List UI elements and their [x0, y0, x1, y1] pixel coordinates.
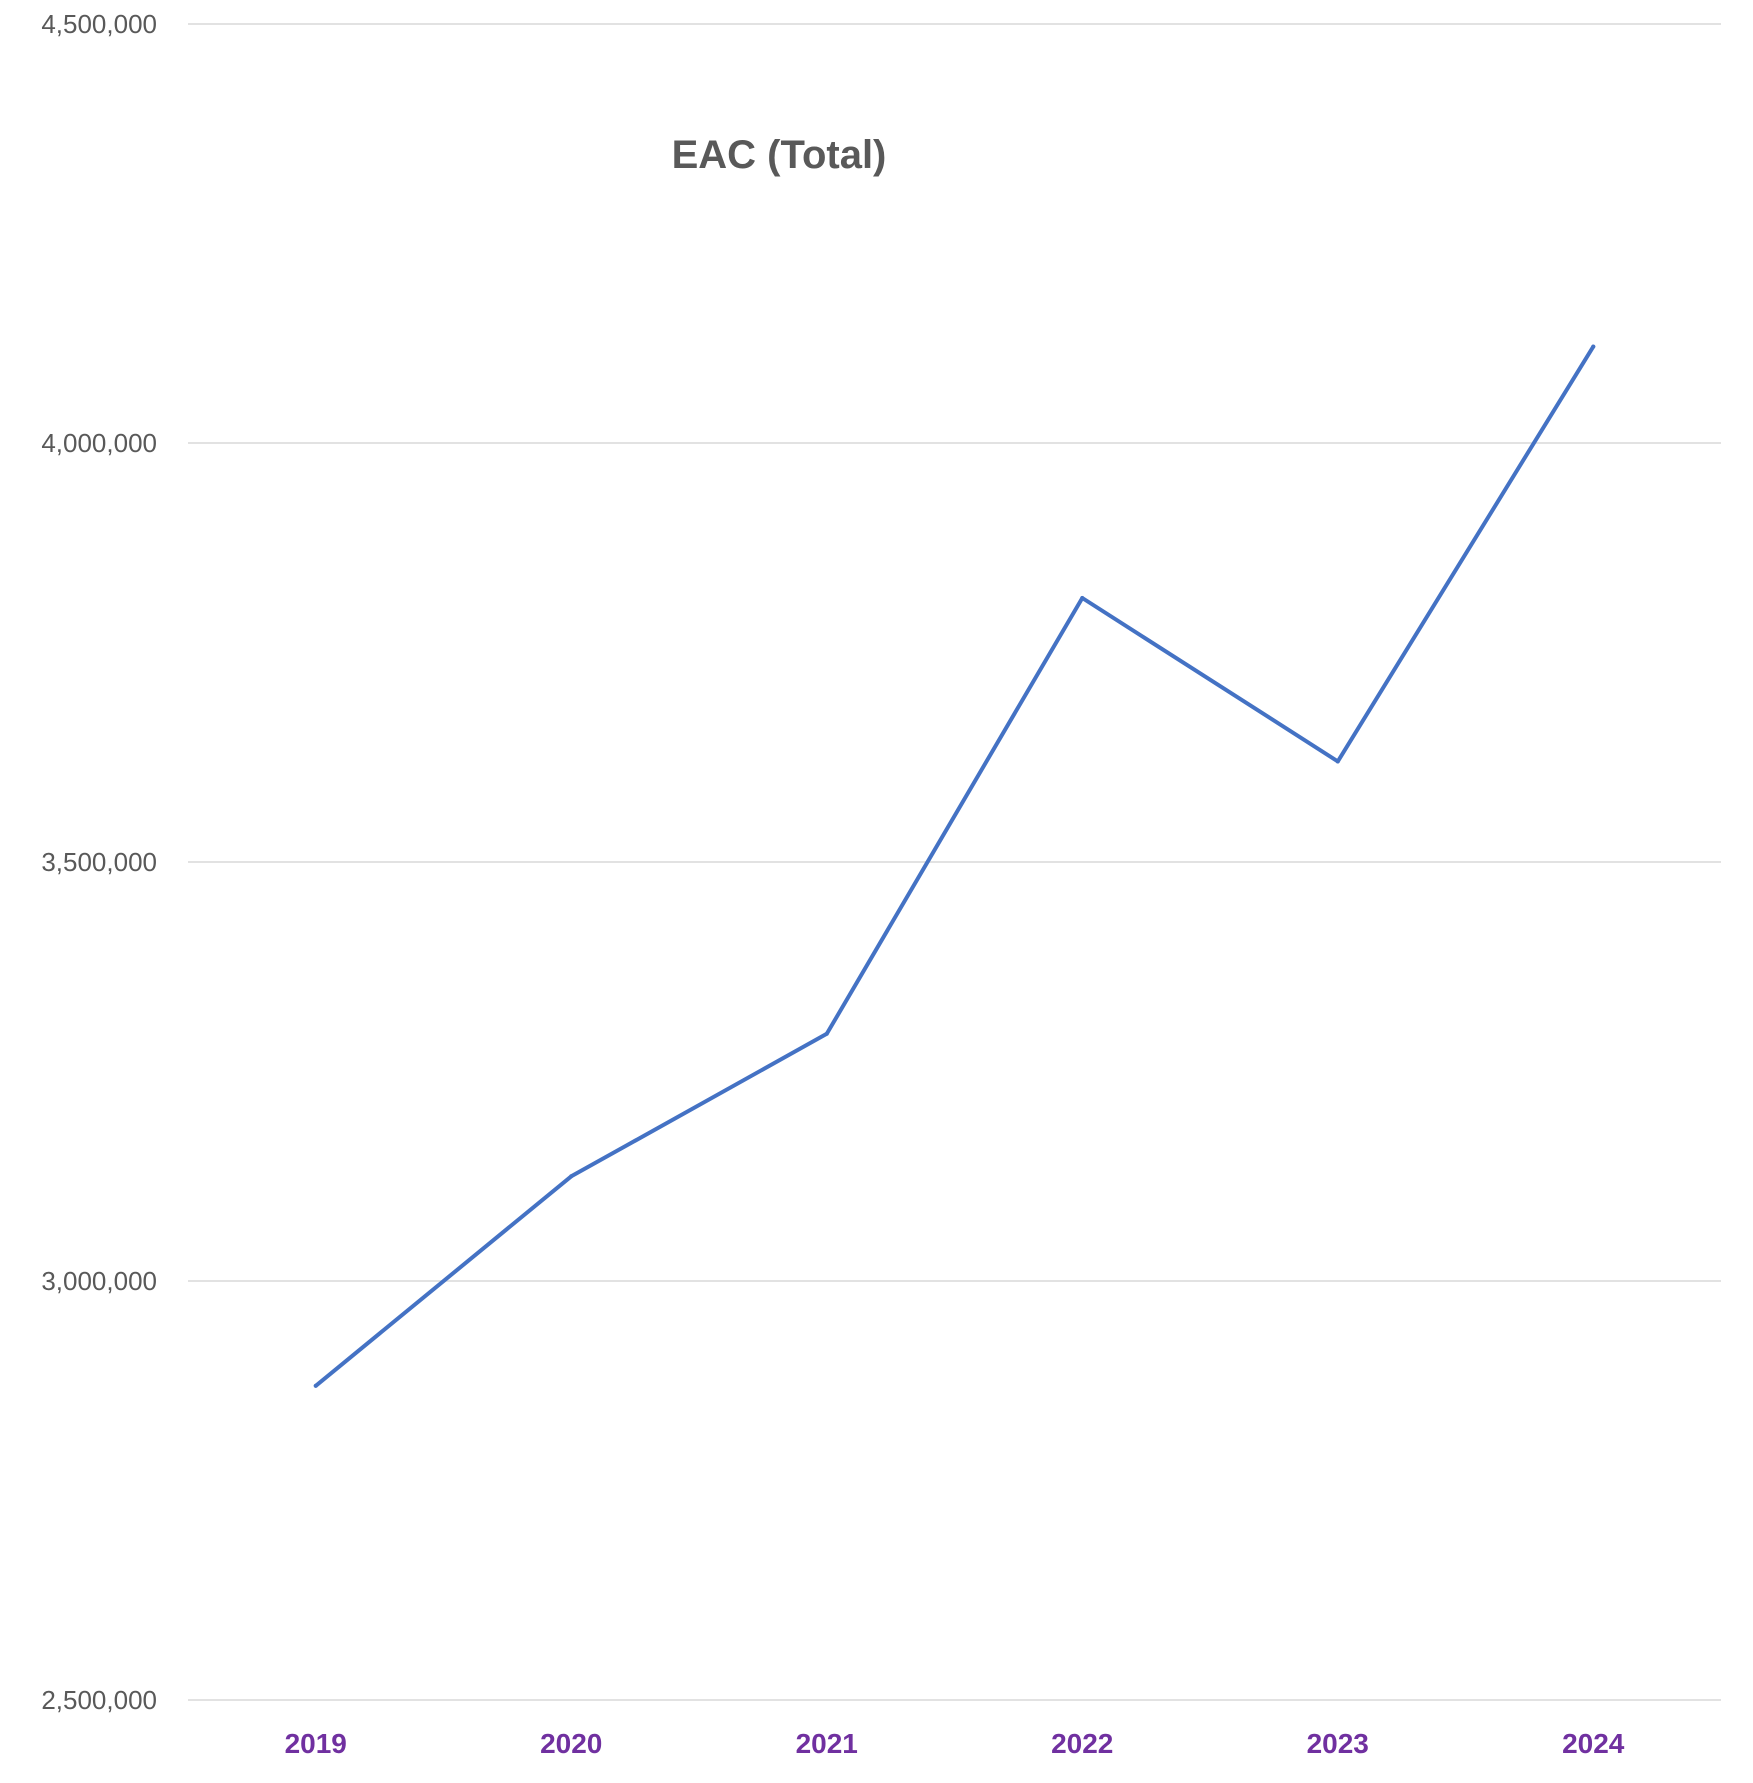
y-tick-label: 3,000,000	[41, 1266, 157, 1296]
y-axis-ticks: 2,500,000 3,000,000 3,500,000 4,000,000 4,50…	[41, 9, 157, 1715]
y-tick-label: 2,500,000	[41, 1685, 157, 1715]
y-tick-label: 4,000,000	[41, 428, 157, 458]
gridlines	[188, 23, 1721, 1701]
x-tick-label: 2019	[285, 1728, 347, 1759]
x-tick-label: 2024	[1562, 1728, 1625, 1759]
data-point-2019	[313, 1383, 318, 1388]
y-tick-label: 4,500,000	[41, 9, 157, 39]
x-tick-label: 2020	[540, 1728, 602, 1759]
x-axis-ticks: 2019 2020 2021 2022 2023 2024	[285, 1728, 1625, 1759]
y-tick-label: 3,500,000	[41, 847, 157, 877]
data-point-2023	[1335, 759, 1340, 764]
x-tick-label: 2021	[796, 1728, 858, 1759]
series-line	[313, 344, 1596, 1388]
data-point-2021	[824, 1031, 829, 1036]
data-point-2020	[569, 1174, 574, 1179]
series-layer	[313, 344, 1596, 1388]
x-tick-label: 2023	[1307, 1728, 1369, 1759]
data-point-2022	[1080, 596, 1085, 601]
x-tick-label: 2022	[1051, 1728, 1113, 1759]
chart-title: EAC (Total)	[672, 133, 887, 177]
data-point-2024	[1591, 344, 1596, 349]
